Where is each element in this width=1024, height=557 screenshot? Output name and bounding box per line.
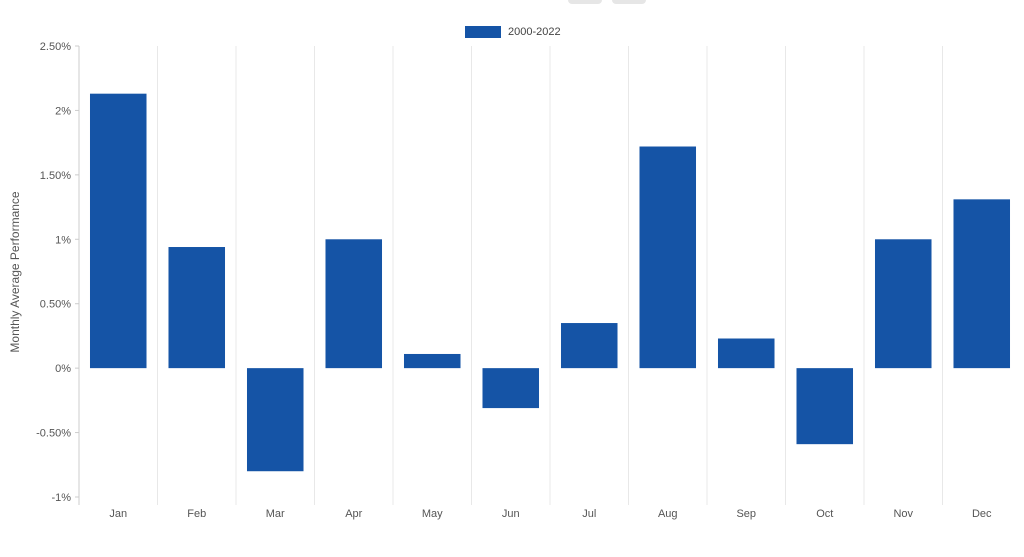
x-tick-label: Nov (893, 508, 913, 520)
x-tick-label: Oct (816, 508, 833, 520)
bar-nov[interactable] (874, 239, 932, 369)
legend-swatch (465, 26, 501, 38)
y-tick-label: 2.50% (40, 41, 71, 53)
y-tick-label: -1% (51, 492, 71, 504)
x-tick-label: Jan (109, 508, 127, 520)
x-tick-label: Aug (658, 508, 678, 520)
bar-oct[interactable] (796, 368, 854, 445)
grid-lines (157, 46, 943, 505)
y-tick-label: 1% (55, 234, 71, 246)
legend-label: 2000-2022 (508, 26, 561, 38)
x-tick-label: Mar (266, 508, 285, 520)
x-tick-label: Jul (582, 508, 596, 520)
y-tick-label: -0.50% (36, 428, 71, 440)
x-tick-label: May (422, 508, 443, 520)
bar-jun[interactable] (482, 368, 540, 409)
bar-series (89, 93, 1011, 472)
bar-may[interactable] (403, 353, 461, 369)
x-tick-label: Feb (187, 508, 206, 520)
y-tick-label: 2% (55, 105, 71, 117)
y-tick-label: 1.50% (40, 170, 71, 182)
top-control-left[interactable] (568, 0, 602, 4)
axes: 2.50% 2% 1.50% 1% 0.50% 0% -0.50% -1% Jan Feb Mar A… (36, 41, 992, 520)
x-tick-label: Apr (345, 508, 362, 520)
bar-dec[interactable] (953, 199, 1011, 369)
x-tick-label: Jun (502, 508, 520, 520)
legend[interactable]: 2000-2022 (465, 26, 561, 38)
y-tick-label: 0% (55, 363, 71, 375)
bar-apr[interactable] (325, 239, 383, 369)
x-tick-label: Sep (736, 508, 756, 520)
bar-mar[interactable] (246, 368, 304, 472)
bar-jan[interactable] (89, 93, 147, 369)
bar-feb[interactable] (168, 247, 226, 369)
top-control-right[interactable] (612, 0, 646, 4)
bar-aug[interactable] (639, 146, 697, 369)
bar-sep[interactable] (717, 338, 775, 369)
bar-jul[interactable] (560, 323, 618, 369)
y-tick-label: 0.50% (40, 299, 71, 311)
x-tick-label: Dec (972, 508, 992, 520)
y-axis-title: Monthly Average Performance (8, 191, 22, 353)
